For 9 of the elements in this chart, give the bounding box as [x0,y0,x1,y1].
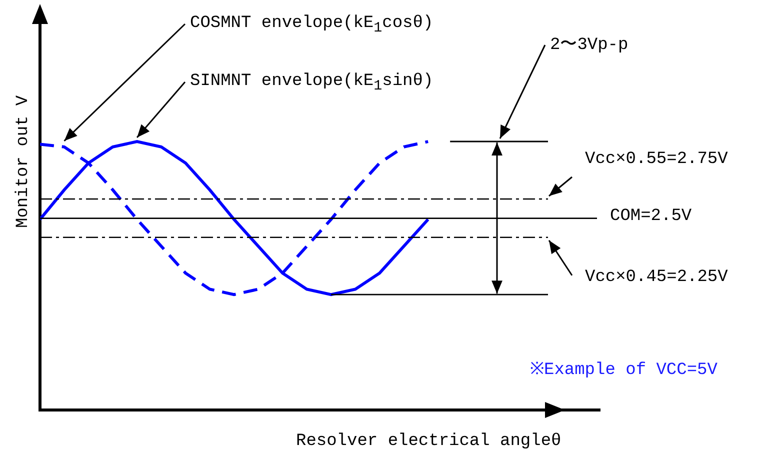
x-axis-title: Resolver electrical angleθ [296,432,562,451]
text: Vcc×0.55=2.75V [585,150,728,169]
text: COM=2.5V [610,207,692,226]
y-axis-title: Monitor out V [14,95,33,228]
text: Vcc×0.45=2.25V [585,268,728,288]
text: SINMNT envelope(kE$_{1}$sinθ) [190,72,434,94]
text: COSMNT envelope(kE$_{1}$cosθ) [190,14,434,36]
text: 2〜3Vp-p [550,35,628,55]
text: ※Example of VCC=5V [530,360,718,380]
